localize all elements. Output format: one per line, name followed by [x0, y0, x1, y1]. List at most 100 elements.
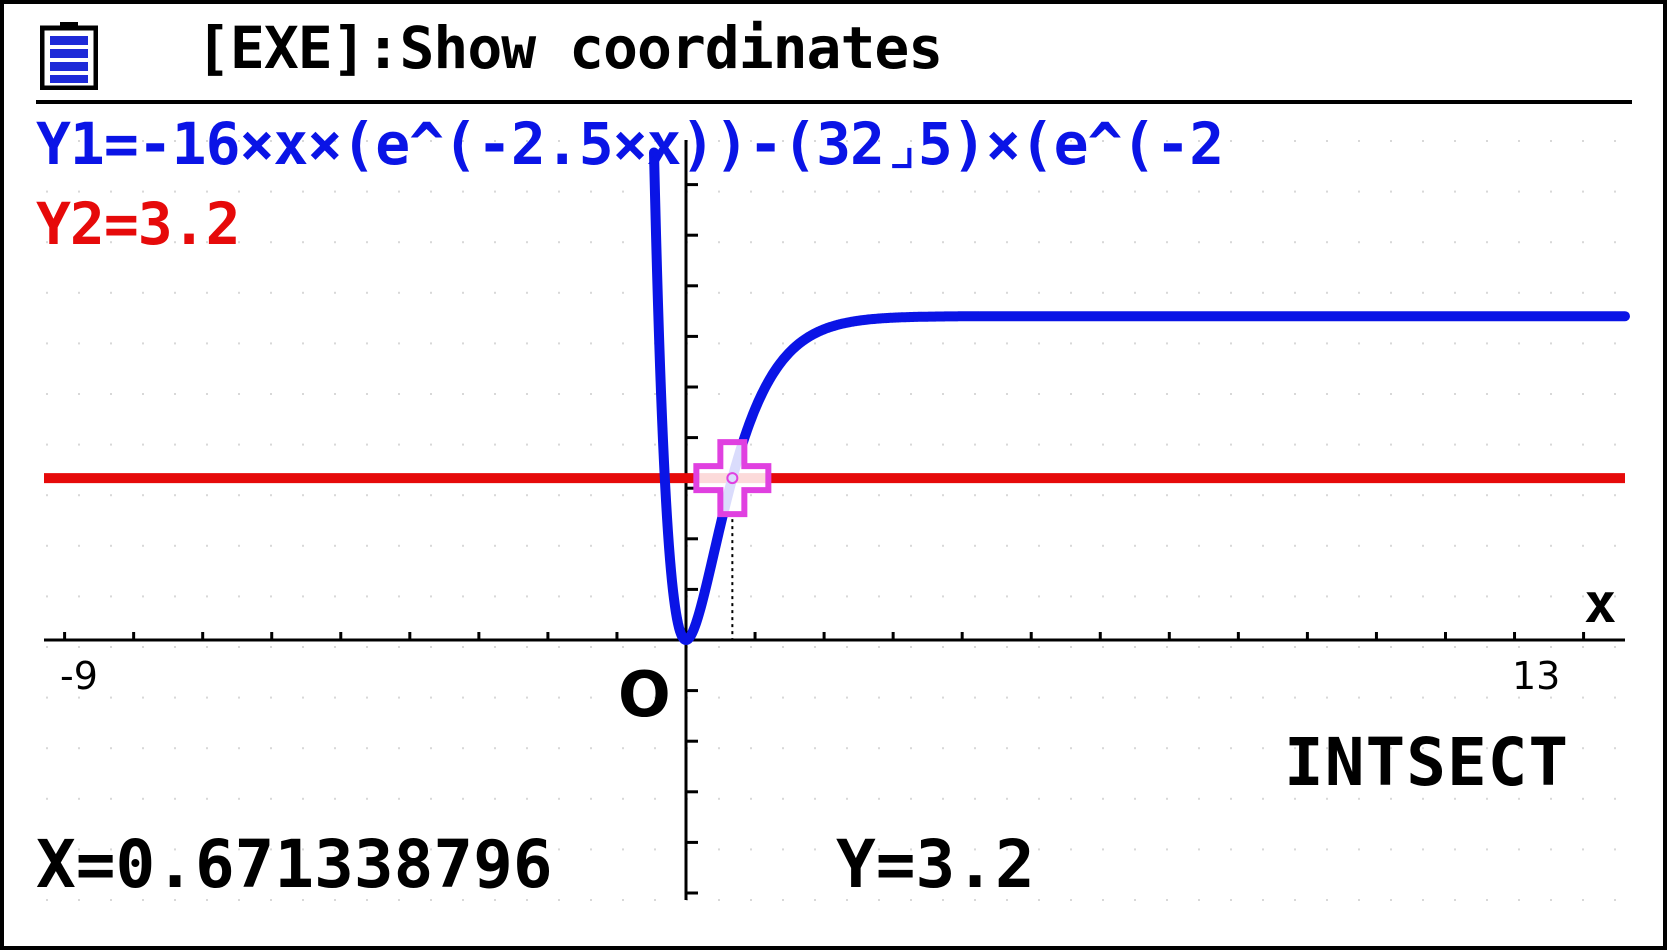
grid-dot — [878, 342, 880, 345]
grid-dot — [846, 797, 848, 800]
grid-dot — [558, 494, 560, 497]
grid-dot — [526, 544, 528, 547]
grid-dot — [430, 241, 432, 244]
grid-dot — [974, 899, 976, 901]
grid-dot — [270, 696, 272, 699]
grid-dot — [750, 291, 752, 294]
grid-dot — [1422, 190, 1424, 193]
grid-dot — [1038, 797, 1040, 800]
grid-dot — [1070, 140, 1072, 142]
grid-dot — [1454, 443, 1456, 446]
grid-dot — [942, 494, 944, 497]
grid-dot — [1038, 140, 1040, 142]
grid-dot — [846, 848, 848, 851]
grid-dot — [174, 443, 176, 446]
grid-dot — [1358, 140, 1360, 142]
grid-dot — [590, 393, 592, 395]
grid-dot — [206, 848, 208, 851]
grid-dot — [1358, 241, 1360, 244]
grid-dot — [238, 747, 240, 750]
grid-dot — [206, 747, 208, 750]
grid-dot — [814, 544, 816, 547]
grid-dot — [430, 494, 432, 497]
grid-dot — [494, 342, 496, 345]
grid-dot — [1230, 544, 1232, 547]
grid-dot — [1550, 494, 1552, 497]
grid-dot — [302, 899, 304, 901]
grid-dot — [782, 393, 784, 395]
grid-dot — [1102, 899, 1104, 901]
grid-dot — [1102, 848, 1104, 851]
grid-dot — [302, 696, 304, 699]
grid-dot — [398, 595, 400, 598]
grid-dot — [302, 848, 304, 851]
grid-dot — [110, 646, 112, 648]
grid-dot — [750, 848, 752, 851]
grid-dot — [1358, 190, 1360, 193]
grid-dot — [942, 595, 944, 598]
grid-dot — [398, 797, 400, 800]
grid-dot — [174, 848, 176, 851]
grid-dot — [558, 747, 560, 750]
grid-dot — [1486, 443, 1488, 446]
grid-dot — [302, 140, 304, 142]
grid-dot — [1166, 899, 1168, 901]
grid-dot — [1294, 848, 1296, 851]
grid-dot — [1006, 646, 1008, 648]
grid-dot — [1294, 595, 1296, 598]
grid-dot — [462, 595, 464, 598]
grid-dot — [398, 899, 400, 901]
grid-dot — [526, 140, 528, 142]
grid-dot — [1422, 393, 1424, 395]
grid-dot — [302, 241, 304, 244]
grid-dot — [142, 544, 144, 547]
grid-dot — [1326, 393, 1328, 395]
grid-dot — [142, 393, 144, 395]
grid-dot — [46, 848, 48, 851]
grid-dot — [814, 190, 816, 193]
grid-dot — [846, 899, 848, 901]
grid-dot — [1166, 241, 1168, 244]
grid-dot — [1486, 696, 1488, 699]
intersection-cursor[interactable] — [693, 439, 772, 518]
grid-dot — [174, 595, 176, 598]
grid-dot — [718, 747, 720, 750]
grid-dot — [462, 443, 464, 446]
grid-dot — [878, 494, 880, 497]
grid-dot — [1198, 646, 1200, 648]
grid-dot — [142, 190, 144, 193]
grid-dot — [1006, 291, 1008, 294]
grid-dot — [46, 747, 48, 750]
grid-dot — [558, 696, 560, 699]
grid-dot — [174, 544, 176, 547]
grid-dot — [1038, 393, 1040, 395]
grid-dot — [622, 595, 624, 598]
grid-dot — [1390, 848, 1392, 851]
grid-dot — [1454, 140, 1456, 142]
grid-dot — [1486, 241, 1488, 244]
grid-dot — [462, 747, 464, 750]
grid-dot — [1582, 848, 1584, 851]
grid-dot — [142, 443, 144, 446]
grid-dot — [206, 544, 208, 547]
grid-dot — [782, 443, 784, 446]
grid-dot — [462, 140, 464, 142]
grid-dot — [654, 797, 656, 800]
grid-dot — [1006, 342, 1008, 345]
grid-dot — [846, 747, 848, 750]
grid-dot — [1134, 494, 1136, 497]
grid-dot — [1358, 342, 1360, 345]
grid-dot — [1358, 443, 1360, 446]
grid-dot — [1038, 494, 1040, 497]
grid-dot — [1006, 544, 1008, 547]
grid-dot — [1262, 140, 1264, 142]
grid-dot — [878, 190, 880, 193]
grid-dot — [654, 595, 656, 598]
battery-icon — [40, 22, 98, 90]
grid-dot — [1230, 595, 1232, 598]
grid-dot — [110, 595, 112, 598]
grid-dot — [878, 291, 880, 294]
grid-dot — [398, 342, 400, 345]
